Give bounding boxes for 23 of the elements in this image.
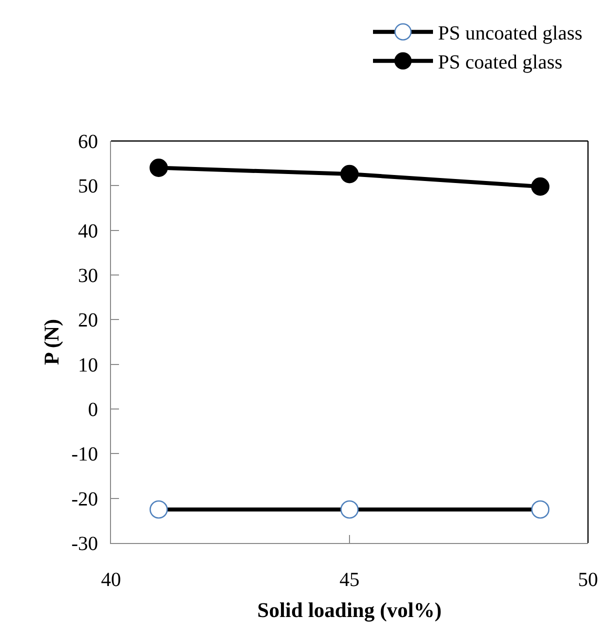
y-tick-label: 0 xyxy=(88,399,98,421)
y-tick-label: 60 xyxy=(78,131,98,153)
y-tick-label: -10 xyxy=(71,444,98,466)
legend-label: PS coated glass xyxy=(438,52,563,74)
legend-label: PS uncoated glass xyxy=(438,22,583,45)
point xyxy=(150,158,168,177)
x-tick-label: 40 xyxy=(101,569,121,591)
y-tick-label: -30 xyxy=(71,533,98,555)
y-tick-label: 40 xyxy=(78,220,98,242)
y-tick-label: 30 xyxy=(78,265,98,287)
point xyxy=(340,164,359,184)
y-axis-title: P (N) xyxy=(39,318,64,366)
point xyxy=(150,500,168,519)
y-tick-label: -20 xyxy=(71,488,98,510)
y-tick-label: 20 xyxy=(78,310,98,332)
y-tick-label: 10 xyxy=(78,354,98,376)
x-tick-label: 45 xyxy=(340,569,360,591)
y-tick-label: 50 xyxy=(78,176,98,198)
x-tick-label: 50 xyxy=(578,569,598,591)
point xyxy=(531,177,550,196)
point xyxy=(531,500,550,519)
x-axis-title: Solid loading (vol%) xyxy=(257,598,442,622)
point xyxy=(340,500,359,519)
